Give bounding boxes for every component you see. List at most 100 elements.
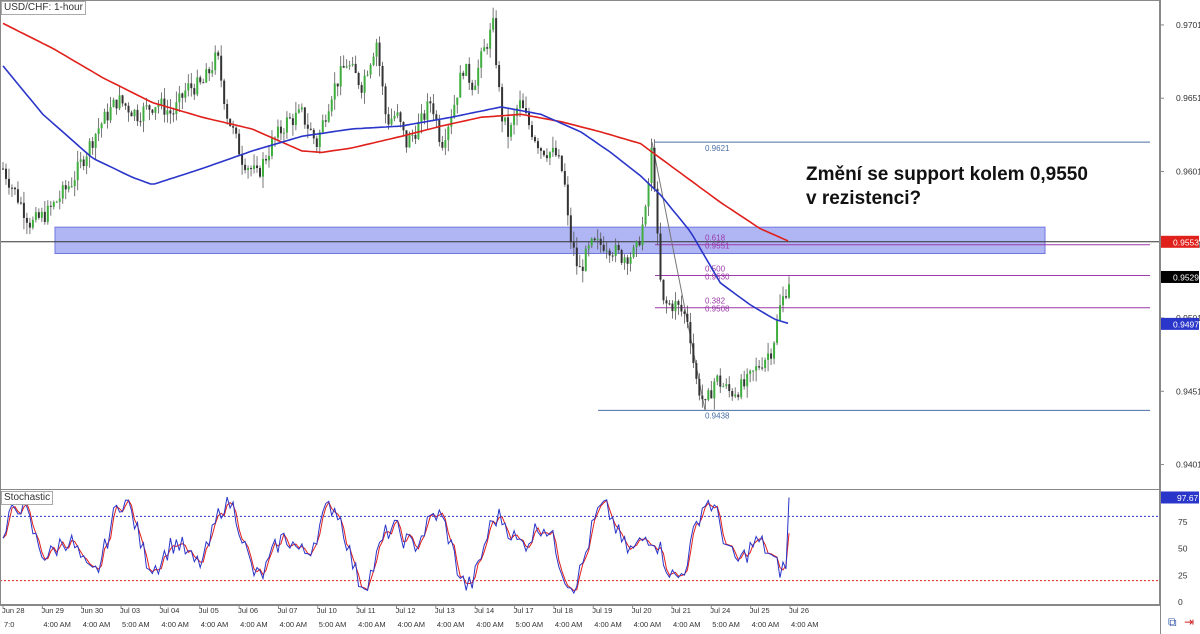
candle-body <box>435 114 438 121</box>
candle-body <box>683 311 686 314</box>
candle-body <box>755 366 758 371</box>
x-tick-label: Jul 25 <box>750 606 770 615</box>
candle-body <box>327 111 330 122</box>
candle-body <box>665 300 668 304</box>
candle-body <box>342 66 345 68</box>
annotation-line-2: v rezistenci? <box>806 188 922 209</box>
arrow-right-icon[interactable]: ⇥ <box>1183 615 1194 629</box>
candle-body <box>453 104 456 118</box>
candle-body <box>378 42 381 66</box>
price-chart: 0.96210.94380.6180.95510.5000.95300.3820… <box>0 7 1160 420</box>
candle-body <box>181 93 184 98</box>
candle-body <box>202 82 205 84</box>
candle-body <box>749 370 752 374</box>
candle-body <box>336 83 339 87</box>
stoch-value-label: 97.67 <box>1177 493 1199 503</box>
candle-body <box>542 150 545 156</box>
candle-body <box>692 343 695 364</box>
candle-body <box>190 83 193 89</box>
candle-body <box>713 381 716 399</box>
x-sub-label: 5:00 AM <box>712 620 740 629</box>
candle-body <box>28 222 31 228</box>
candle-body <box>354 63 357 74</box>
candle-body <box>414 134 417 139</box>
candle-body <box>214 52 217 71</box>
candle-body <box>211 70 214 74</box>
stoch-tick-label: 50 <box>1178 544 1188 554</box>
candle-body <box>70 186 73 188</box>
chart-annotation: Změní se support kolem 0,9550 v rezisten… <box>806 163 1088 211</box>
x-tick-label: Jul 05 <box>199 606 219 615</box>
x-sub-label: 4:00 AM <box>476 620 504 629</box>
candle-body <box>22 202 25 218</box>
candle-body <box>785 296 788 298</box>
symbol-title: USD/CHF: 1-hour <box>1 1 86 15</box>
candle-body <box>575 247 578 267</box>
candle-body <box>450 117 453 127</box>
candle-body <box>324 120 327 122</box>
candle-body <box>94 134 97 148</box>
candle-body <box>629 257 632 264</box>
candle-body <box>148 105 151 110</box>
candle-body <box>746 373 749 387</box>
ma-fast-line <box>2 65 789 325</box>
candle-body <box>19 202 22 204</box>
candle-body <box>728 384 731 392</box>
candle-body <box>408 135 411 148</box>
candle-body <box>459 72 462 98</box>
candle-body <box>76 161 79 181</box>
x-tick-label: Jul 11 <box>356 606 375 615</box>
candle-body <box>306 124 309 129</box>
candle-body <box>279 126 282 134</box>
x-tick-label: Jul 10 <box>317 606 337 615</box>
candle-body <box>264 159 267 161</box>
x-sub-label: 4:00 AM <box>437 620 465 629</box>
x-sub-label: 5:00 AM <box>122 620 150 629</box>
fib-ratio-label: 0.500 <box>705 265 726 274</box>
candle-body <box>489 29 492 49</box>
candle-body <box>504 117 507 122</box>
candle-body <box>103 111 106 124</box>
candle-body <box>259 168 262 177</box>
candle-body <box>82 159 85 167</box>
candle-body <box>315 138 318 147</box>
candle-body <box>390 118 393 125</box>
candle-body <box>7 178 10 188</box>
candle-body <box>16 189 19 203</box>
stoch-value-tag <box>1161 491 1199 504</box>
candle-body <box>492 18 495 30</box>
x-sub-label: 4:00 AM <box>43 620 71 629</box>
candle-body <box>722 386 725 388</box>
fib-price-label: 0.9508 <box>705 305 730 314</box>
candle-body <box>244 164 247 171</box>
candle-body <box>689 321 692 344</box>
x-tick-label: Jul 18 <box>553 606 573 615</box>
candle-body <box>510 124 513 137</box>
candle-body <box>441 142 444 148</box>
candle-body <box>501 87 504 122</box>
candle-body <box>154 107 157 113</box>
y-tick-label: 0.9651 <box>1176 93 1200 103</box>
fib-high-label: 0.9621 <box>705 144 730 153</box>
candle-body <box>707 390 710 400</box>
candle-body <box>584 248 587 271</box>
candle-body <box>357 73 360 86</box>
candle-body <box>686 313 689 322</box>
candle-body <box>136 109 139 122</box>
candle-body <box>507 117 510 137</box>
candle-body <box>399 112 402 123</box>
annotation-line-1: Změní se support kolem 0,9550 <box>806 164 1088 185</box>
candle-body <box>267 156 270 161</box>
candle-body <box>31 219 34 228</box>
candle-body <box>151 109 154 113</box>
candle-body <box>229 118 232 127</box>
candle-body <box>381 65 384 87</box>
candle-body <box>420 113 423 123</box>
candle-body <box>426 101 429 120</box>
candle-body <box>569 215 572 243</box>
candle-body <box>516 108 519 116</box>
bottom-toolbar: ⧉ ⇥ <box>1164 615 1194 630</box>
candle-body <box>118 95 121 109</box>
layers-icon[interactable]: ⧉ <box>1168 615 1177 629</box>
